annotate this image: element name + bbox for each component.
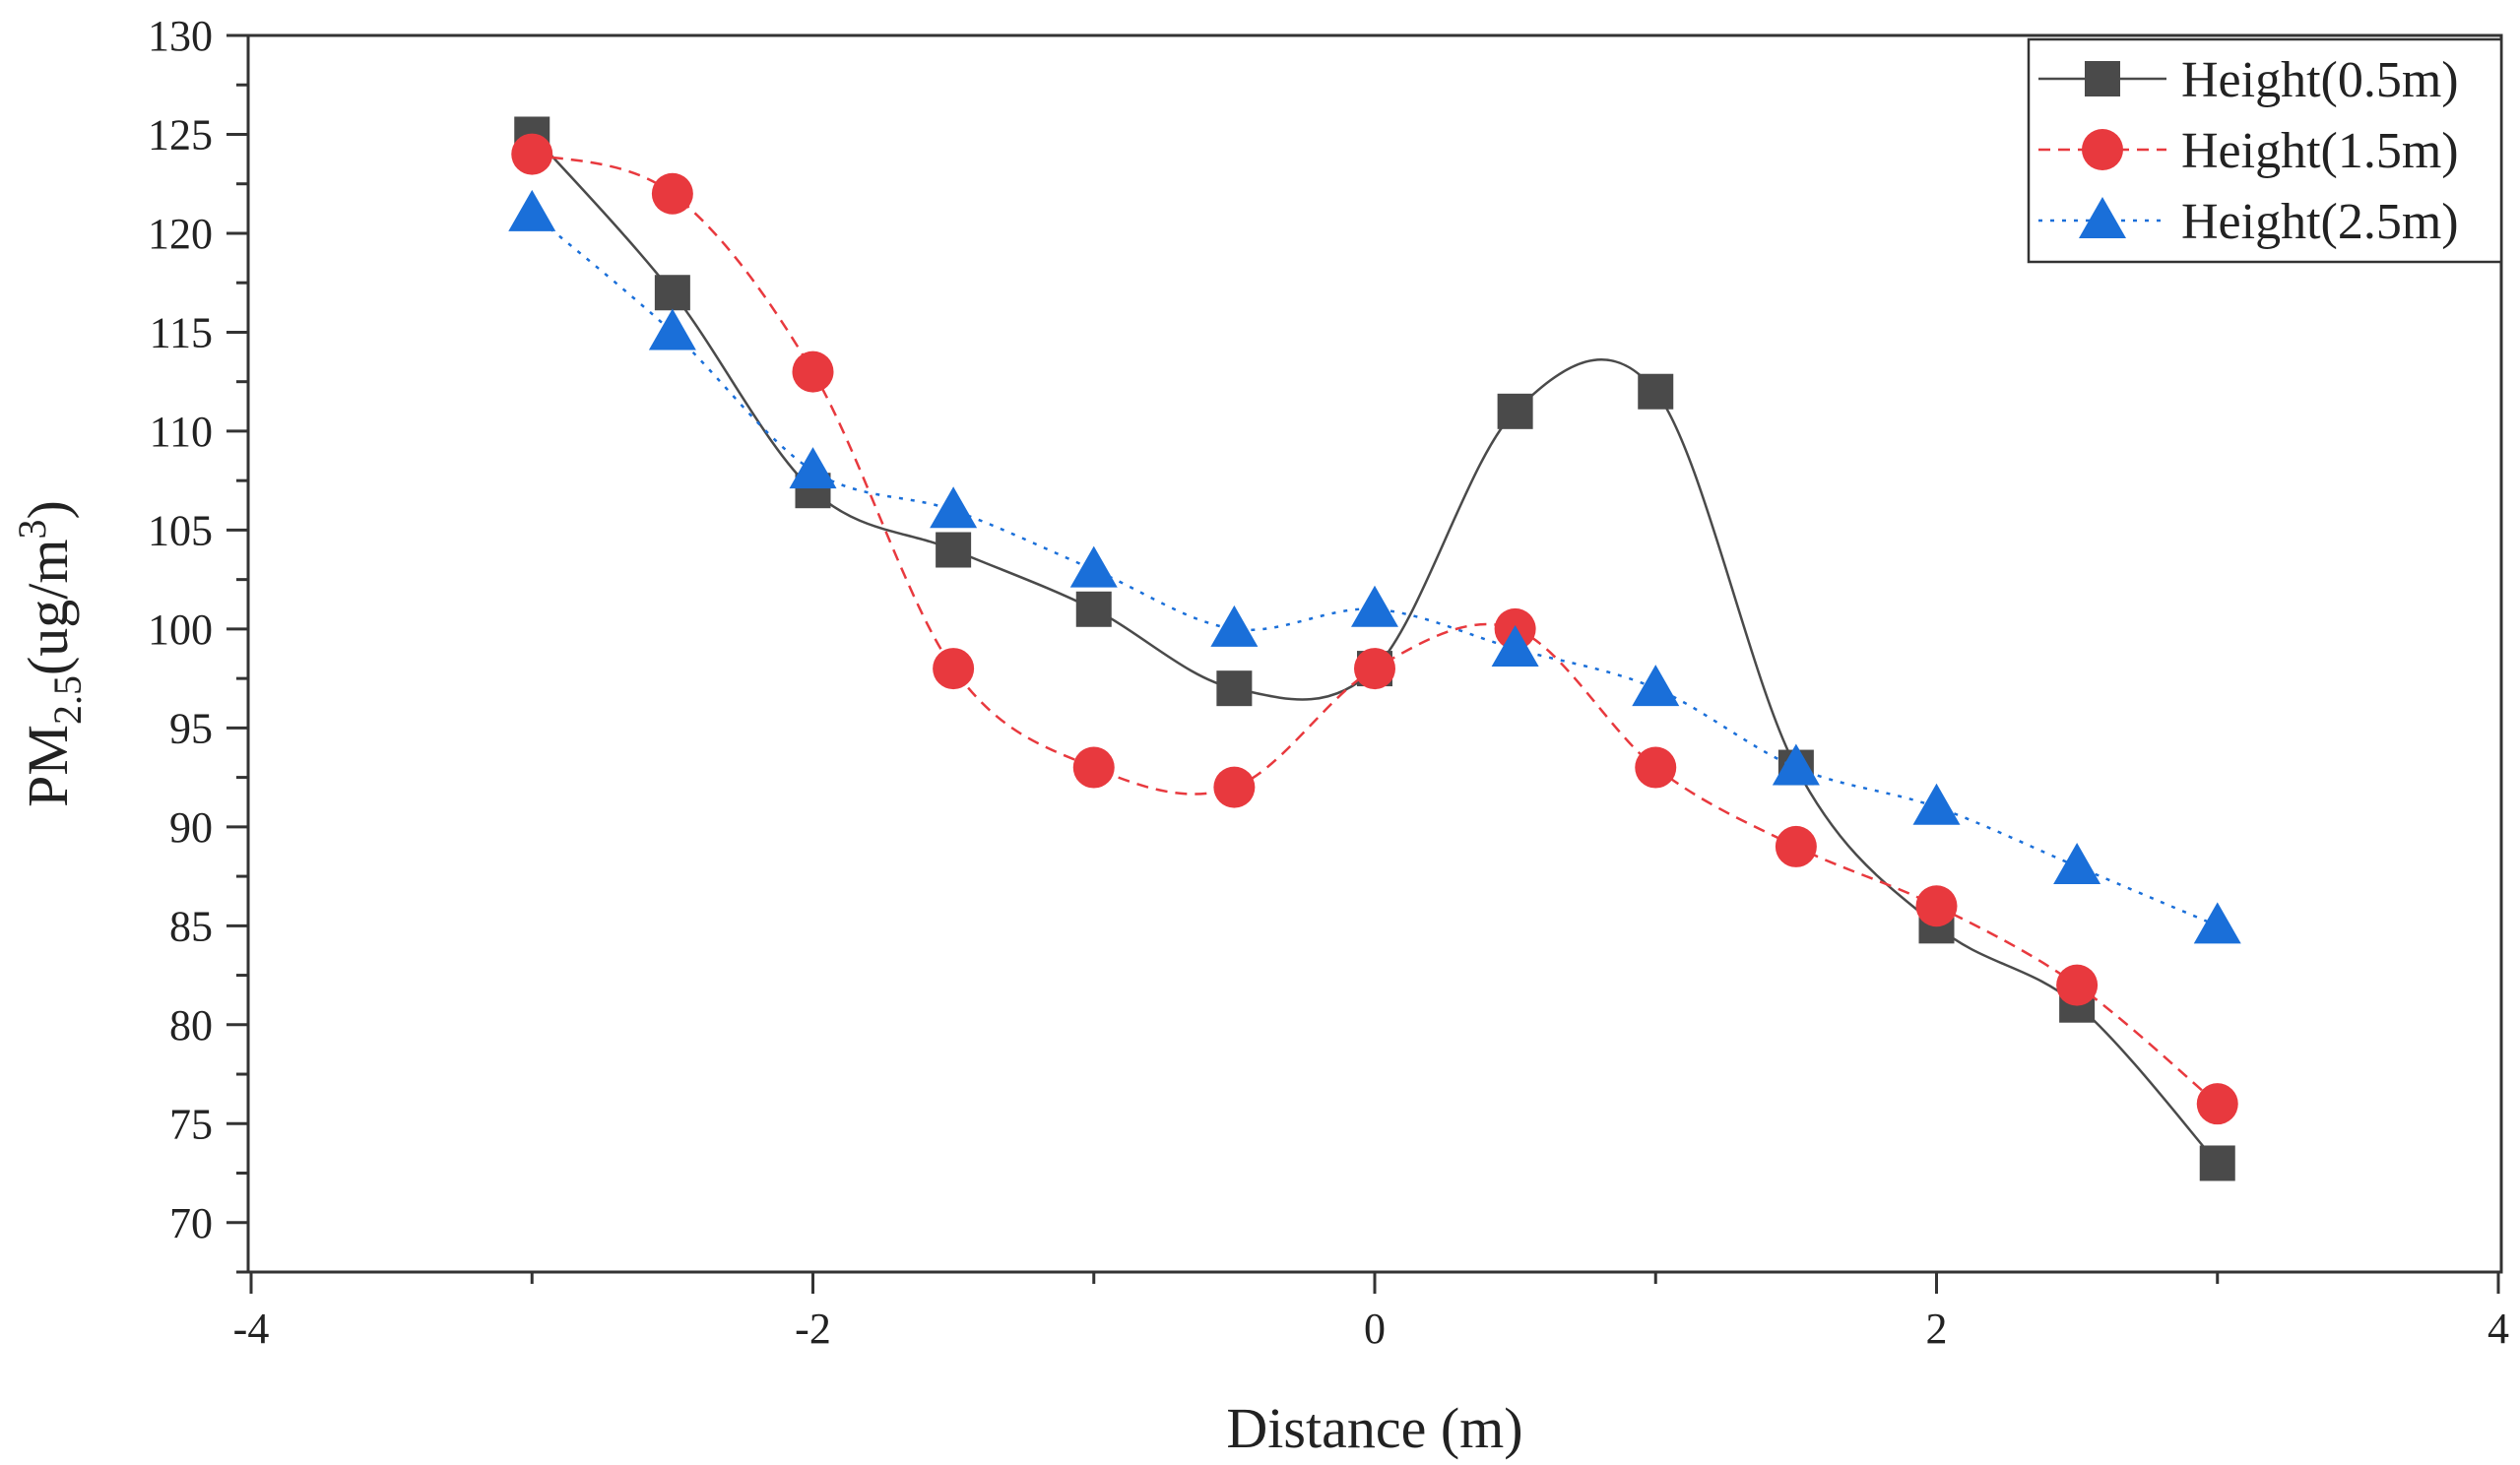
data-point [2199,1145,2235,1181]
y-tick-label: 90 [169,803,213,852]
data-point [1632,665,1680,707]
data-point [508,189,556,231]
x-tick-label: 0 [1364,1305,1386,1353]
data-point [1772,743,1820,786]
y-tick-label: 120 [148,210,213,258]
legend-entry: Height(0.5m) [2038,52,2459,108]
data-point [2053,843,2101,885]
y-tick-label: 105 [148,506,213,554]
legend-marker [2079,197,2126,238]
data-point [654,275,690,311]
x-tick-label: -2 [795,1305,831,1353]
series-2 [511,133,2238,1125]
data-point [1210,605,1259,647]
y-tick-label: 110 [150,408,213,456]
data-point [511,133,553,175]
data-point [930,486,978,529]
legend-label: Height(0.5m) [2181,52,2459,108]
data-point [1072,746,1115,789]
data-point [1638,373,1674,410]
legend-entry: Height(1.5m) [2038,123,2459,179]
data-point [1354,648,1395,690]
y-axis-title: PM2.5(ug/m3) [10,500,90,807]
data-point [1491,624,1539,667]
data-point [933,648,975,690]
y-tick-label: 100 [148,605,213,654]
legend-label: Height(2.5m) [2181,194,2459,250]
data-point [1775,825,1817,867]
data-point [2196,1083,2238,1125]
data-point [2056,964,2099,1006]
data-point [1497,393,1533,429]
x-tick-label: 2 [1926,1305,1948,1353]
x-tick-label: -4 [233,1305,270,1353]
data-point [651,172,693,215]
data-point [1216,670,1253,707]
legend-label: Height(1.5m) [2181,123,2459,179]
y-tick-label: 130 [148,12,213,60]
data-point [648,308,696,350]
y-tick-label: 125 [148,110,213,159]
y-tick-label: 80 [169,1001,213,1050]
data-point [1351,585,1398,627]
legend-marker [2082,129,2123,170]
legend-marker [2085,61,2120,96]
data-point [936,532,972,568]
data-point [789,447,837,489]
x-tick-label: 4 [2488,1305,2509,1353]
data-point [2193,902,2241,944]
axis-titles: Distance (m) PM2.5(ug/m3) [10,500,1523,1460]
data-point [1635,746,1677,789]
data-point [1075,591,1112,627]
legend: Height(0.5m) Height(1.5m) Height(2.5m) [2027,37,2503,264]
data-point [1069,545,1118,588]
y-tick-label: 75 [169,1100,213,1148]
legend-entry: Height(2.5m) [2038,194,2459,250]
y-tick-label: 95 [169,704,213,752]
data-point [1213,766,1256,808]
series-3 [508,189,2241,944]
y-tick-label: 70 [169,1199,213,1247]
data-point [1912,783,1961,825]
data-point [792,350,834,393]
series-line [531,153,2219,1106]
series-line [531,212,2219,927]
data-point [1915,885,1958,927]
series-layer [508,116,2241,1181]
axes: 70 75 80 85 90 95 100 105 110 115 120 125 130 -4 -2 0 2 4 [148,12,2509,1353]
y-tick-label: 85 [169,902,213,950]
y-tick-label: 115 [150,308,213,356]
x-axis-title: Distance (m) [1226,1396,1522,1460]
